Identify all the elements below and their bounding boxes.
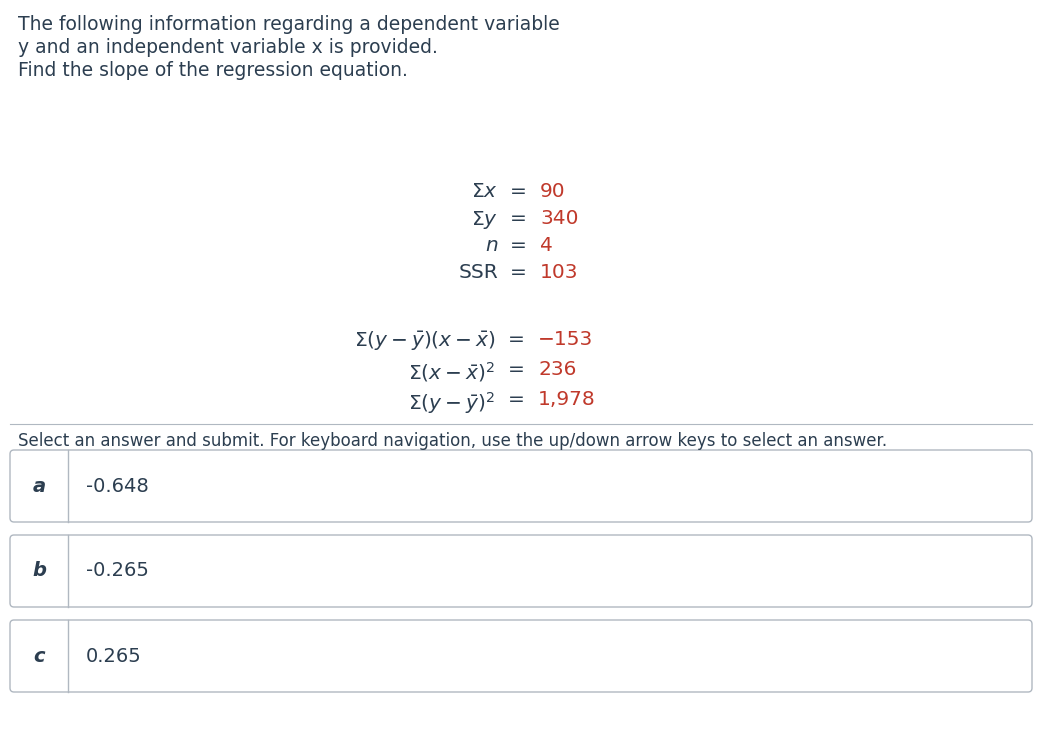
Text: -0.265: -0.265: [86, 561, 149, 580]
Text: =: =: [508, 360, 531, 379]
Text: The following information regarding a dependent variable: The following information regarding a de…: [18, 15, 560, 34]
Text: =: =: [510, 263, 534, 282]
Text: $\Sigma y$: $\Sigma y$: [471, 209, 498, 231]
Text: =: =: [510, 182, 534, 201]
Text: SSR: SSR: [458, 263, 498, 282]
Text: Find the slope of the regression equation.: Find the slope of the regression equatio…: [18, 61, 407, 80]
Text: −153: −153: [538, 330, 593, 349]
Text: 90: 90: [540, 182, 566, 201]
Text: b: b: [32, 561, 46, 580]
FancyBboxPatch shape: [10, 450, 1032, 522]
FancyBboxPatch shape: [10, 620, 1032, 692]
Text: Select an answer and submit. For keyboard navigation, use the up/down arrow keys: Select an answer and submit. For keyboar…: [18, 432, 887, 450]
Text: $\Sigma x$: $\Sigma x$: [471, 182, 498, 201]
Text: $n$: $n$: [485, 236, 498, 255]
Text: =: =: [508, 390, 531, 409]
Text: -0.648: -0.648: [86, 477, 149, 496]
FancyBboxPatch shape: [10, 535, 1032, 607]
Text: $\Sigma(x - \bar{x})^2$: $\Sigma(x - \bar{x})^2$: [408, 360, 495, 384]
Text: a: a: [32, 477, 46, 496]
Text: c: c: [33, 647, 45, 666]
Text: 236: 236: [538, 360, 576, 379]
Text: =: =: [510, 236, 534, 255]
Text: 1,978: 1,978: [538, 390, 596, 409]
Text: $\Sigma(y - \bar{y})^2$: $\Sigma(y - \bar{y})^2$: [408, 390, 495, 416]
Text: $\Sigma(y - \bar{y})(x - \bar{x})$: $\Sigma(y - \bar{y})(x - \bar{x})$: [353, 330, 495, 353]
Text: =: =: [510, 209, 534, 228]
Text: 4: 4: [540, 236, 553, 255]
Text: 0.265: 0.265: [86, 647, 142, 666]
Text: =: =: [508, 330, 531, 349]
Text: 340: 340: [540, 209, 578, 228]
Text: y and an independent variable x is provided.: y and an independent variable x is provi…: [18, 38, 438, 57]
Text: 103: 103: [540, 263, 578, 282]
